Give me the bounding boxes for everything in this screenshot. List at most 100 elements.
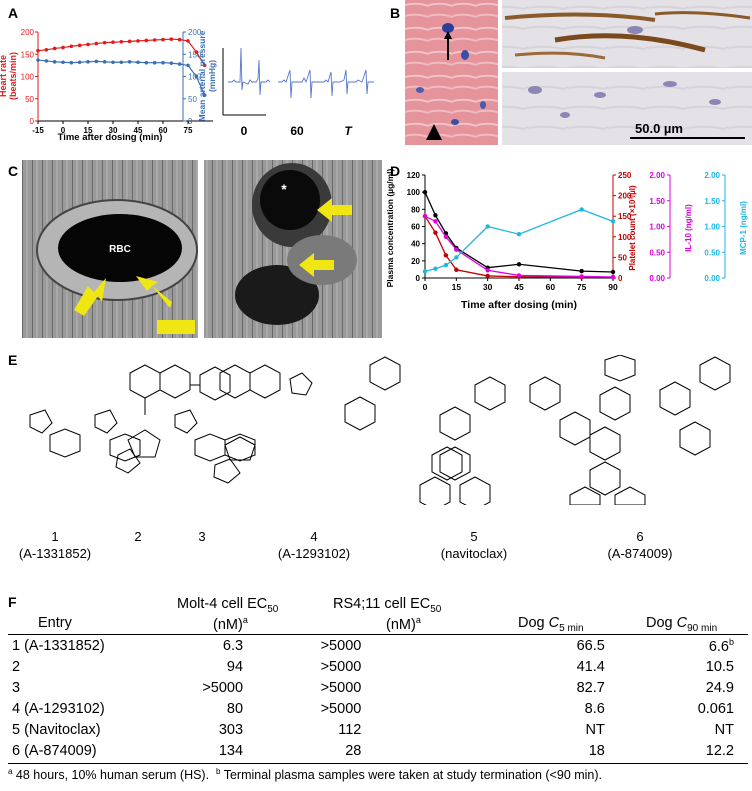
entry-cell: 2 (8, 656, 174, 677)
panel-label-b: B (390, 5, 401, 21)
molt-cell-value: 6.3 (222, 637, 244, 654)
table-header: Molt-4 cell EC50 RS4;11 cell EC50 Entry … (8, 596, 748, 634)
panel-d-x-tick: 75 (577, 282, 587, 292)
panel-a-point (186, 63, 190, 68)
dog90-cell-value: NT (714, 721, 734, 738)
table-row: 1 (A-1331852) 6.3 >5000 66.5 6.6b (8, 635, 746, 656)
header-molt-sub: 50 (267, 603, 279, 615)
dog90-cell-value: 10.5 (705, 658, 734, 675)
molt-cell: 6.3 (174, 635, 247, 656)
panel-d-series-line (424, 191, 614, 273)
panel-a-x-tick: 30 (109, 126, 118, 135)
panel-a-x-tick: -15 (32, 126, 44, 135)
dog90-cell-value: 24.9 (705, 679, 734, 696)
em-star: * (281, 181, 287, 197)
panel-a-point (111, 60, 115, 65)
panel-a-point (52, 46, 57, 51)
molt-cell: >5000 (174, 677, 247, 698)
panel-d-point (433, 213, 438, 218)
panel-d-point (443, 234, 449, 239)
panel-d-tick: 120 (407, 171, 421, 180)
rs-cell-value: >5000 (320, 637, 362, 654)
dog5-cell: 41.4 (439, 656, 611, 677)
table-row: 2 94 >5000 41.4 10.5 (8, 656, 746, 677)
panel-d-x-tick: 15 (452, 282, 462, 292)
panel-a-left-tick: 150 (21, 50, 35, 59)
dog5-cell-value: NT (585, 721, 605, 738)
panel-d-point (454, 255, 459, 260)
panel-a-point (94, 59, 99, 64)
rs-cell-value: >5000 (320, 679, 362, 696)
panel-label-d: D (390, 163, 401, 179)
mol1-number: 1 (51, 529, 59, 544)
panel-d-tick: 100 (407, 188, 421, 197)
panel-label-e: E (8, 352, 18, 368)
header-dog90-c: C (676, 615, 688, 631)
dog5-cell-value: 18 (588, 742, 605, 759)
panel-d-x-tick: 30 (483, 282, 493, 292)
entry-cell: 1 (A-1331852) (8, 635, 174, 656)
panel-d-point (422, 269, 428, 274)
panel-a-point (127, 60, 132, 64)
dog90-cell: 24.9 (611, 677, 746, 698)
panel-a-x-tick: 75 (184, 126, 193, 135)
panel-d-ylabel-left: Plasma concentration (µg/ml) (385, 168, 395, 287)
header-dog90-sub: 90 min (687, 622, 718, 634)
panel-d-tick: 200 (618, 192, 632, 201)
rs-cell-value: 112 (338, 721, 362, 738)
panel-d-tick: 100 (618, 233, 632, 242)
dog90-cell: 6.6b (611, 635, 746, 656)
panel-d-tick: 0 (618, 274, 623, 283)
panel-a-point (69, 44, 74, 49)
header-dog90-prefix: Dog (646, 615, 677, 631)
panel-d-x-tick: 0 (423, 282, 428, 292)
panel-d-point (516, 262, 522, 267)
dog5-cell-value: 8.6 (584, 700, 605, 717)
panel-a-point (127, 39, 132, 44)
panel-a-x-tick: 45 (134, 126, 143, 135)
rs-cell: >5000 (247, 677, 439, 698)
panel-d-tick: 1.00 (649, 223, 665, 232)
mol4-code: (A-1293102) (277, 546, 351, 561)
panel-a-left-tick: 50 (25, 95, 34, 104)
molt-cell-value: 303 (218, 721, 244, 738)
panel-a-point (119, 60, 124, 65)
panel-a-point (161, 60, 165, 65)
panel-d-tick: 0.50 (704, 248, 720, 257)
panel-d-tick: 80 (411, 205, 420, 214)
panel-a-point (169, 37, 174, 41)
molt-cell: 303 (174, 719, 247, 740)
footnote-a: 48 hours, 10% human serum (HS). (12, 768, 210, 783)
panel-a-point (161, 37, 165, 42)
panel-a-point (169, 61, 174, 65)
footnote-a-mark: a (8, 767, 13, 776)
panel-d-point (516, 232, 522, 237)
rbc-label: RBC (109, 244, 131, 255)
panel-a-point (202, 63, 207, 68)
mol6-number: 6 (636, 529, 644, 544)
rs-cell: >5000 (247, 698, 439, 719)
panel-a-point (52, 60, 57, 64)
table-row: 5 (Navitoclax) 303 112 NT NT (8, 719, 746, 740)
panel-a-x-tick: 0 (61, 126, 66, 135)
footnote-b: Terminal plasma samples were taken at st… (220, 768, 603, 783)
panel-d-point (485, 268, 490, 273)
table-footnote: a 48 hours, 10% human serum (HS). b Term… (8, 767, 748, 782)
entry-cell-value: 2 (12, 658, 21, 675)
panel-a-point (77, 60, 82, 65)
panel-b-images: 50.0 µm (405, 0, 752, 145)
entry-cell: 5 (Navitoclax) (8, 719, 174, 740)
dog90-cell-value: 0.061 (697, 700, 734, 717)
panel-d-point (485, 224, 490, 229)
panel-a-point (136, 39, 140, 43)
entry-cell: 4 (A-1293102) (8, 698, 174, 719)
panel-d-tick: 0.00 (649, 274, 665, 283)
data-table: 1 (A-1331852) 6.3 >5000 66.5 6.6b 2 94 >5000 41.… (8, 635, 746, 761)
panel-d-point (433, 266, 438, 271)
panel-d-point (454, 247, 459, 252)
panel-d-tick: 20 (411, 257, 420, 266)
mol4-number: 4 (310, 529, 318, 544)
header-molt-unit: (nM) (213, 616, 243, 633)
panel-d-tick: 2.00 (704, 171, 720, 180)
